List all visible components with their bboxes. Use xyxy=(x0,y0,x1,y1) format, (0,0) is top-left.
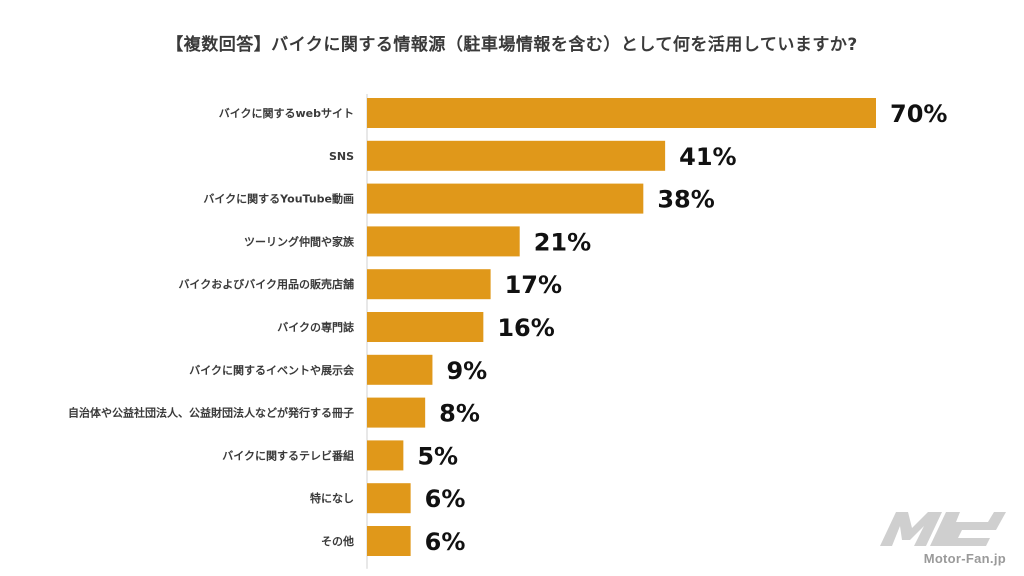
category-label: ツーリング仲間や家族 xyxy=(244,234,355,248)
value-label: 41% xyxy=(679,143,736,171)
bar xyxy=(367,397,426,428)
bar xyxy=(367,269,491,300)
value-label: 6% xyxy=(425,528,466,556)
motor-fan-logo: Motor-Fan.jp xyxy=(870,506,1010,566)
bars-group: バイクに関するwebサイト 70% SNS 41% バイクに関するYouTube動画 38… xyxy=(68,98,947,556)
bar xyxy=(367,440,404,471)
bar xyxy=(367,183,644,214)
category-label: その他 xyxy=(321,534,354,548)
value-label: 38% xyxy=(657,186,714,214)
value-label: 21% xyxy=(534,228,591,256)
bar xyxy=(367,226,520,257)
category-label: バイクに関するYouTube動画 xyxy=(203,192,354,206)
category-label: SNS xyxy=(329,150,354,163)
category-label: 特になし xyxy=(310,491,354,505)
bar xyxy=(367,354,433,385)
category-label: 自治体や公益社団法人、公益財団法人などが発行する冊子 xyxy=(68,406,354,420)
value-label: 5% xyxy=(417,442,458,470)
bar xyxy=(367,312,484,342)
category-label: バイクに関するテレビ番組 xyxy=(222,448,354,462)
value-label: 17% xyxy=(505,271,562,299)
category-label: バイクに関するwebサイト xyxy=(219,107,354,120)
value-label: 6% xyxy=(425,485,466,513)
chart-title: 【複数回答】バイクに関する情報源（駐車場情報を含む）として何を活用していますか? xyxy=(166,35,858,55)
value-label: 8% xyxy=(439,400,480,428)
bar xyxy=(367,98,876,128)
category-label: バイクに関するイベントや展示会 xyxy=(189,363,355,377)
bar xyxy=(367,526,411,556)
bar xyxy=(367,483,411,514)
category-label: バイクおよびバイク用品の販売店舗 xyxy=(178,277,354,291)
value-label: 9% xyxy=(446,357,487,385)
bar xyxy=(367,140,666,171)
value-label: 16% xyxy=(497,314,554,342)
category-label: バイクの専門誌 xyxy=(277,320,354,334)
logo-text: Motor-Fan.jp xyxy=(923,551,1006,566)
mf-logo-icon xyxy=(880,512,1006,546)
value-label: 70% xyxy=(890,100,947,128)
